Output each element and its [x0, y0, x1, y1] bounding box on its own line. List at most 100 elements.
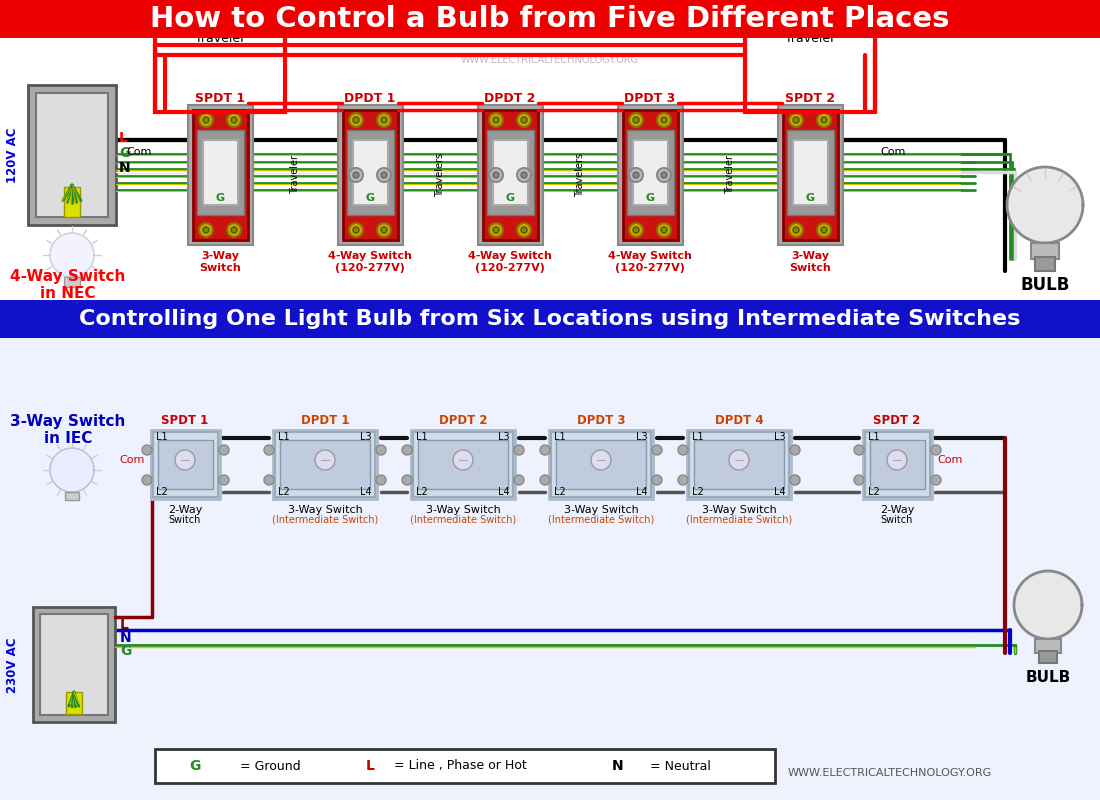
Bar: [66, 692, 82, 714]
Circle shape: [349, 168, 363, 182]
Circle shape: [591, 450, 611, 470]
Text: L1: L1: [868, 432, 880, 442]
Bar: [0, 0, 1100, 38]
Text: SPDT 2: SPDT 2: [785, 91, 835, 105]
Circle shape: [931, 445, 940, 455]
Text: L4: L4: [774, 487, 786, 497]
Bar: [487, 130, 534, 215]
Circle shape: [264, 445, 274, 455]
Bar: [33, 607, 116, 722]
Bar: [273, 430, 377, 499]
Text: L2: L2: [692, 487, 704, 497]
Text: 3-Way
Switch: 3-Way Switch: [199, 251, 241, 273]
Bar: [353, 140, 388, 205]
Text: L: L: [120, 618, 129, 632]
Text: (Intermediate Switch): (Intermediate Switch): [410, 515, 516, 525]
Bar: [153, 432, 218, 497]
Bar: [28, 85, 115, 225]
Circle shape: [661, 227, 667, 233]
Text: 120V AC: 120V AC: [7, 127, 20, 182]
Bar: [783, 110, 838, 240]
Circle shape: [629, 223, 644, 237]
Circle shape: [789, 223, 803, 237]
Text: 3-Way Switch: 3-Way Switch: [702, 505, 777, 515]
Bar: [65, 492, 79, 500]
Bar: [158, 440, 213, 489]
Text: Traveler: Traveler: [290, 155, 300, 194]
Text: SPDT 1: SPDT 1: [195, 91, 245, 105]
Bar: [549, 430, 653, 499]
Circle shape: [453, 450, 473, 470]
Text: G: G: [119, 146, 131, 160]
Circle shape: [231, 117, 236, 123]
Circle shape: [632, 117, 639, 123]
Text: Traveler: Traveler: [725, 155, 735, 194]
Circle shape: [381, 172, 387, 178]
Bar: [627, 130, 674, 215]
Circle shape: [402, 445, 412, 455]
Circle shape: [377, 223, 390, 237]
Circle shape: [678, 445, 688, 455]
Circle shape: [199, 223, 213, 237]
Text: 230V AC: 230V AC: [7, 638, 20, 693]
Text: Com: Com: [120, 455, 145, 465]
Text: Travelers: Travelers: [575, 153, 585, 197]
Text: WWW.ELECTRICALTECHNOLOGY.ORG: WWW.ELECTRICALTECHNOLOGY.ORG: [461, 55, 639, 65]
Circle shape: [219, 445, 229, 455]
Bar: [192, 110, 248, 240]
Circle shape: [231, 227, 236, 233]
Circle shape: [790, 475, 800, 485]
Bar: [197, 130, 244, 215]
Bar: [793, 140, 828, 205]
Bar: [865, 432, 930, 497]
Circle shape: [652, 445, 662, 455]
Circle shape: [678, 475, 688, 485]
Circle shape: [490, 223, 503, 237]
Circle shape: [817, 223, 830, 237]
Circle shape: [381, 227, 387, 233]
Text: L1: L1: [554, 432, 565, 442]
Text: Com: Com: [880, 147, 905, 157]
Circle shape: [376, 445, 386, 455]
Circle shape: [629, 168, 644, 182]
Text: WWW.ELECTRICALTECHNOLOGY.ORG: WWW.ELECTRICALTECHNOLOGY.ORG: [461, 320, 639, 330]
Bar: [280, 440, 370, 489]
Text: DPDT 2: DPDT 2: [484, 91, 536, 105]
Text: N: N: [613, 759, 624, 773]
Text: L: L: [119, 131, 128, 145]
Circle shape: [376, 475, 386, 485]
Bar: [40, 614, 108, 715]
Bar: [493, 140, 528, 205]
Circle shape: [490, 168, 503, 182]
Text: Switch: Switch: [881, 515, 913, 525]
Text: G: G: [120, 644, 131, 658]
Circle shape: [661, 172, 667, 178]
Circle shape: [793, 227, 799, 233]
Text: G: G: [805, 193, 815, 203]
Circle shape: [521, 227, 527, 233]
Text: L2: L2: [554, 487, 565, 497]
Text: Traveler: Traveler: [785, 31, 835, 45]
Polygon shape: [1006, 167, 1084, 243]
Text: = Ground: = Ground: [240, 759, 300, 773]
Text: (Intermediate Switch): (Intermediate Switch): [686, 515, 792, 525]
Text: L1: L1: [692, 432, 704, 442]
Text: Controlling One Light Bulb from Six Locations using Intermediate Switches: Controlling One Light Bulb from Six Loca…: [79, 309, 1021, 329]
Circle shape: [521, 172, 527, 178]
Polygon shape: [50, 233, 94, 277]
Bar: [551, 432, 651, 497]
Circle shape: [377, 113, 390, 127]
Text: (Intermediate Switch): (Intermediate Switch): [548, 515, 654, 525]
Text: 3-Way Switch: 3-Way Switch: [287, 505, 362, 515]
Circle shape: [264, 475, 274, 485]
Circle shape: [540, 445, 550, 455]
Text: L3: L3: [637, 432, 648, 442]
Bar: [64, 277, 80, 287]
Text: Travelers: Travelers: [434, 153, 446, 197]
Circle shape: [540, 475, 550, 485]
Circle shape: [315, 450, 336, 470]
Text: Switch: Switch: [168, 515, 201, 525]
Circle shape: [793, 117, 799, 123]
Text: L4: L4: [637, 487, 648, 497]
Text: = Neutral: = Neutral: [650, 759, 711, 773]
